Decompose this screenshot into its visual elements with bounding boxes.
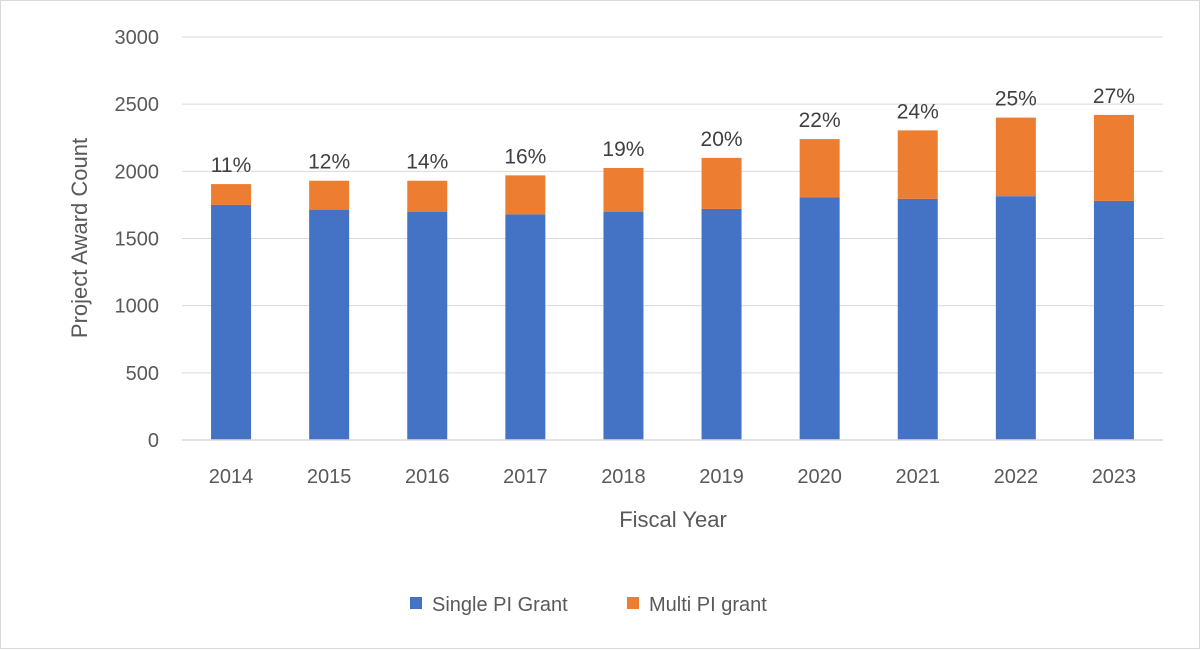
y-tick-label: 2000 (115, 161, 160, 183)
legend-swatch (410, 597, 422, 609)
bar-single-pi-2022 (995, 196, 1036, 440)
data-label: 25% (995, 88, 1037, 111)
y-tick-label: 500 (126, 363, 159, 385)
bar-multi-pi-2023 (1093, 114, 1134, 201)
y-tick-label: 0 (148, 430, 159, 452)
bar-multi-pi-2017 (505, 175, 546, 215)
bar-multi-pi-2018 (603, 167, 644, 212)
x-tick-label: 2016 (405, 466, 450, 488)
bar-multi-pi-2020 (799, 139, 840, 198)
bar-single-pi-2017 (505, 214, 546, 440)
x-tick-label: 2017 (503, 466, 548, 488)
bar-multi-pi-2019 (701, 157, 742, 209)
bar-multi-pi-2022 (995, 117, 1036, 197)
bar-single-pi-2014 (211, 204, 252, 440)
y-tick-label: 1000 (115, 296, 160, 318)
legend-label: Multi PI grant (649, 594, 767, 616)
data-label: 27% (1093, 85, 1135, 108)
bar-single-pi-2023 (1093, 200, 1134, 440)
bar-single-pi-2021 (897, 198, 938, 440)
data-label: 19% (602, 138, 644, 161)
x-tick-label: 2020 (797, 466, 842, 488)
x-tick-label: 2018 (601, 466, 646, 488)
x-tick-label: 2021 (896, 466, 941, 488)
bar-single-pi-2018 (603, 211, 644, 440)
x-tick-label: 2022 (994, 466, 1039, 488)
data-label: 24% (897, 100, 939, 123)
bar-multi-pi-2015 (309, 180, 350, 210)
y-tick-label: 3000 (115, 27, 160, 49)
legend-label: Single PI Grant (432, 594, 568, 616)
x-axis-title: Fiscal Year (619, 507, 727, 532)
data-label: 22% (799, 109, 841, 132)
y-tick-label: 2500 (115, 94, 160, 116)
y-axis-title: Project Award Count (67, 138, 92, 338)
x-tick-label: 2014 (209, 466, 254, 488)
x-tick-label: 2023 (1092, 466, 1137, 488)
bar-single-pi-2016 (407, 211, 448, 440)
bar-multi-pi-2014 (211, 184, 252, 205)
x-tick-label: 2015 (307, 466, 352, 488)
legend-swatch (627, 597, 639, 609)
bar-single-pi-2019 (701, 208, 742, 440)
data-label: 16% (504, 145, 546, 168)
data-label: 12% (308, 151, 350, 174)
data-label: 14% (406, 151, 448, 174)
data-label: 20% (701, 128, 743, 151)
bar-multi-pi-2021 (897, 130, 938, 199)
bar-single-pi-2020 (799, 197, 840, 440)
legend: Single PI Grant Multi PI grant (410, 594, 767, 616)
bar-multi-pi-2016 (407, 180, 448, 212)
x-tick-label: 2019 (699, 466, 744, 488)
data-label: 11% (211, 154, 251, 177)
y-tick-label: 1500 (115, 229, 160, 251)
bar-single-pi-2015 (309, 209, 350, 440)
